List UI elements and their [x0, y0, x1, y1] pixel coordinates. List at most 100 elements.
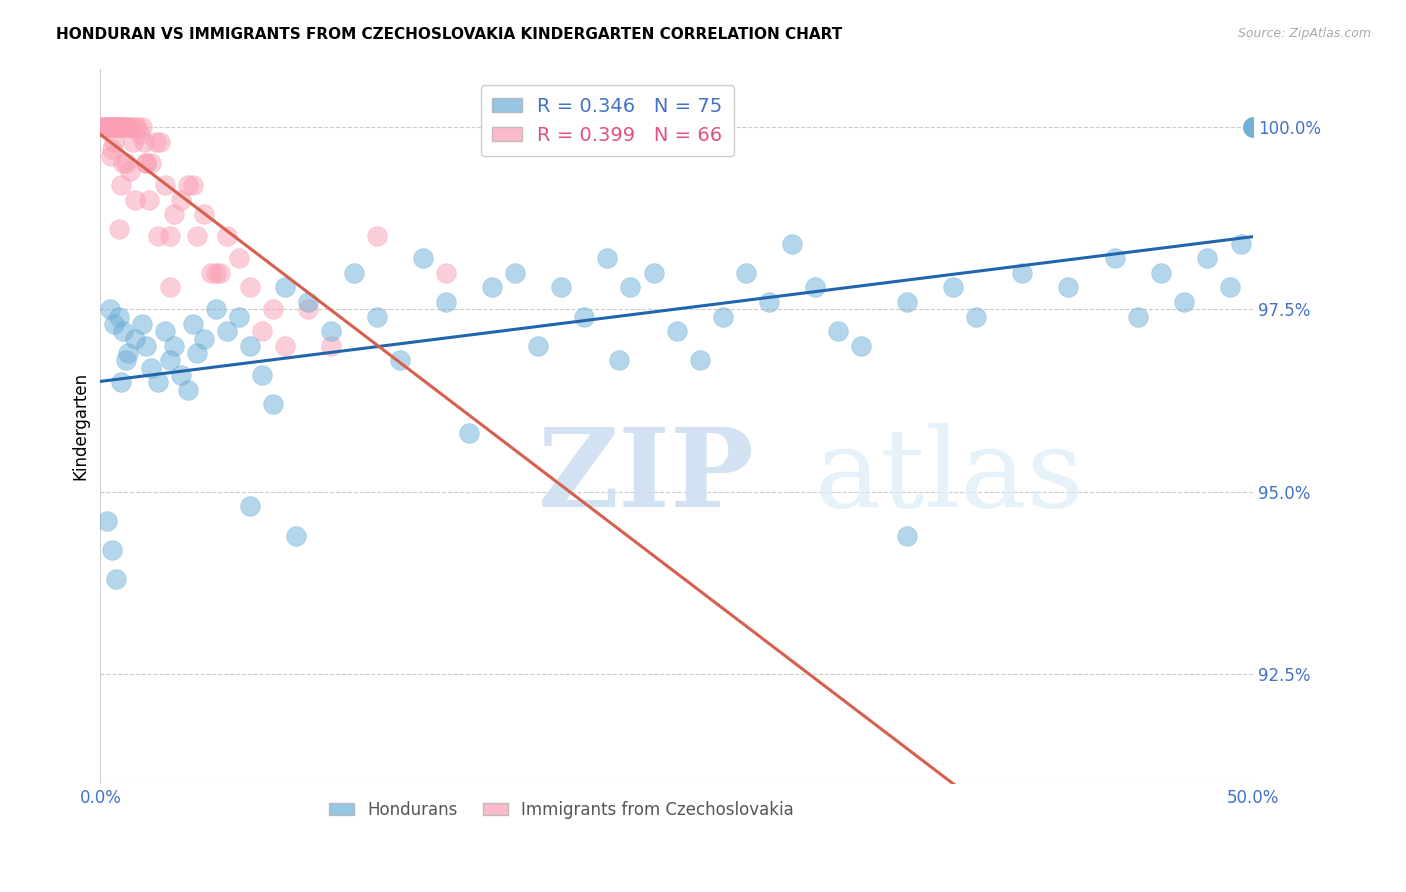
Point	[153, 178, 176, 193]
Point	[146, 229, 169, 244]
Point	[896, 528, 918, 542]
Point	[114, 156, 136, 170]
Point	[186, 346, 208, 360]
Point	[112, 156, 135, 170]
Point	[388, 353, 411, 368]
Point	[103, 120, 125, 134]
Point	[1011, 266, 1033, 280]
Point	[689, 353, 711, 368]
Point	[177, 178, 200, 193]
Point	[112, 324, 135, 338]
Point	[181, 178, 204, 193]
Point	[159, 229, 181, 244]
Point	[135, 156, 157, 170]
Point	[619, 280, 641, 294]
Point	[103, 317, 125, 331]
Point	[250, 324, 273, 338]
Point	[110, 178, 132, 193]
Point	[1195, 252, 1218, 266]
Point	[145, 135, 167, 149]
Point	[643, 266, 665, 280]
Point	[607, 353, 630, 368]
Point	[319, 324, 342, 338]
Point	[96, 120, 118, 134]
Point	[343, 266, 366, 280]
Point	[139, 360, 162, 375]
Point	[101, 120, 124, 134]
Point	[110, 376, 132, 390]
Point	[105, 120, 128, 134]
Point	[780, 236, 803, 251]
Point	[366, 310, 388, 324]
Point	[124, 193, 146, 207]
Point	[1126, 310, 1149, 324]
Point	[170, 368, 193, 382]
Point	[366, 229, 388, 244]
Point	[1104, 252, 1126, 266]
Point	[131, 120, 153, 134]
Point	[412, 252, 434, 266]
Point	[103, 135, 125, 149]
Point	[804, 280, 827, 294]
Legend: Hondurans, Immigrants from Czechoslovakia: Hondurans, Immigrants from Czechoslovaki…	[322, 794, 800, 825]
Point	[159, 280, 181, 294]
Point	[1149, 266, 1171, 280]
Point	[1241, 120, 1264, 134]
Point	[121, 135, 143, 149]
Point	[942, 280, 965, 294]
Point	[124, 120, 146, 134]
Point	[177, 383, 200, 397]
Point	[139, 156, 162, 170]
Point	[1241, 120, 1264, 134]
Point	[135, 156, 157, 170]
Point	[193, 332, 215, 346]
Point	[94, 120, 117, 134]
Point	[596, 252, 619, 266]
Point	[434, 266, 457, 280]
Point	[965, 310, 987, 324]
Point	[827, 324, 849, 338]
Point	[319, 339, 342, 353]
Point	[107, 120, 129, 134]
Point	[239, 280, 262, 294]
Point	[107, 310, 129, 324]
Point	[200, 266, 222, 280]
Point	[112, 120, 135, 134]
Text: HONDURAN VS IMMIGRANTS FROM CZECHOSLOVAKIA KINDERGARTEN CORRELATION CHART: HONDURAN VS IMMIGRANTS FROM CZECHOSLOVAK…	[56, 27, 842, 42]
Point	[217, 324, 239, 338]
Point	[550, 280, 572, 294]
Point	[128, 127, 150, 141]
Point	[204, 302, 226, 317]
Point	[159, 353, 181, 368]
Point	[124, 332, 146, 346]
Point	[153, 324, 176, 338]
Point	[107, 222, 129, 236]
Point	[274, 339, 297, 353]
Point	[146, 376, 169, 390]
Text: atlas: atlas	[815, 423, 1084, 530]
Point	[527, 339, 550, 353]
Point	[114, 120, 136, 134]
Point	[134, 135, 156, 149]
Point	[117, 346, 139, 360]
Point	[209, 266, 232, 280]
Point	[250, 368, 273, 382]
Point	[131, 317, 153, 331]
Point	[98, 302, 121, 317]
Point	[434, 295, 457, 310]
Point	[1230, 236, 1253, 251]
Point	[107, 120, 129, 134]
Point	[193, 207, 215, 221]
Point	[97, 120, 120, 134]
Point	[262, 397, 284, 411]
Point	[163, 207, 186, 221]
Point	[711, 310, 734, 324]
Point	[101, 543, 124, 558]
Point	[149, 135, 172, 149]
Y-axis label: Kindergarten: Kindergarten	[72, 372, 89, 480]
Point	[135, 339, 157, 353]
Point	[1173, 295, 1195, 310]
Point	[138, 193, 160, 207]
Point	[98, 120, 121, 134]
Point	[228, 252, 250, 266]
